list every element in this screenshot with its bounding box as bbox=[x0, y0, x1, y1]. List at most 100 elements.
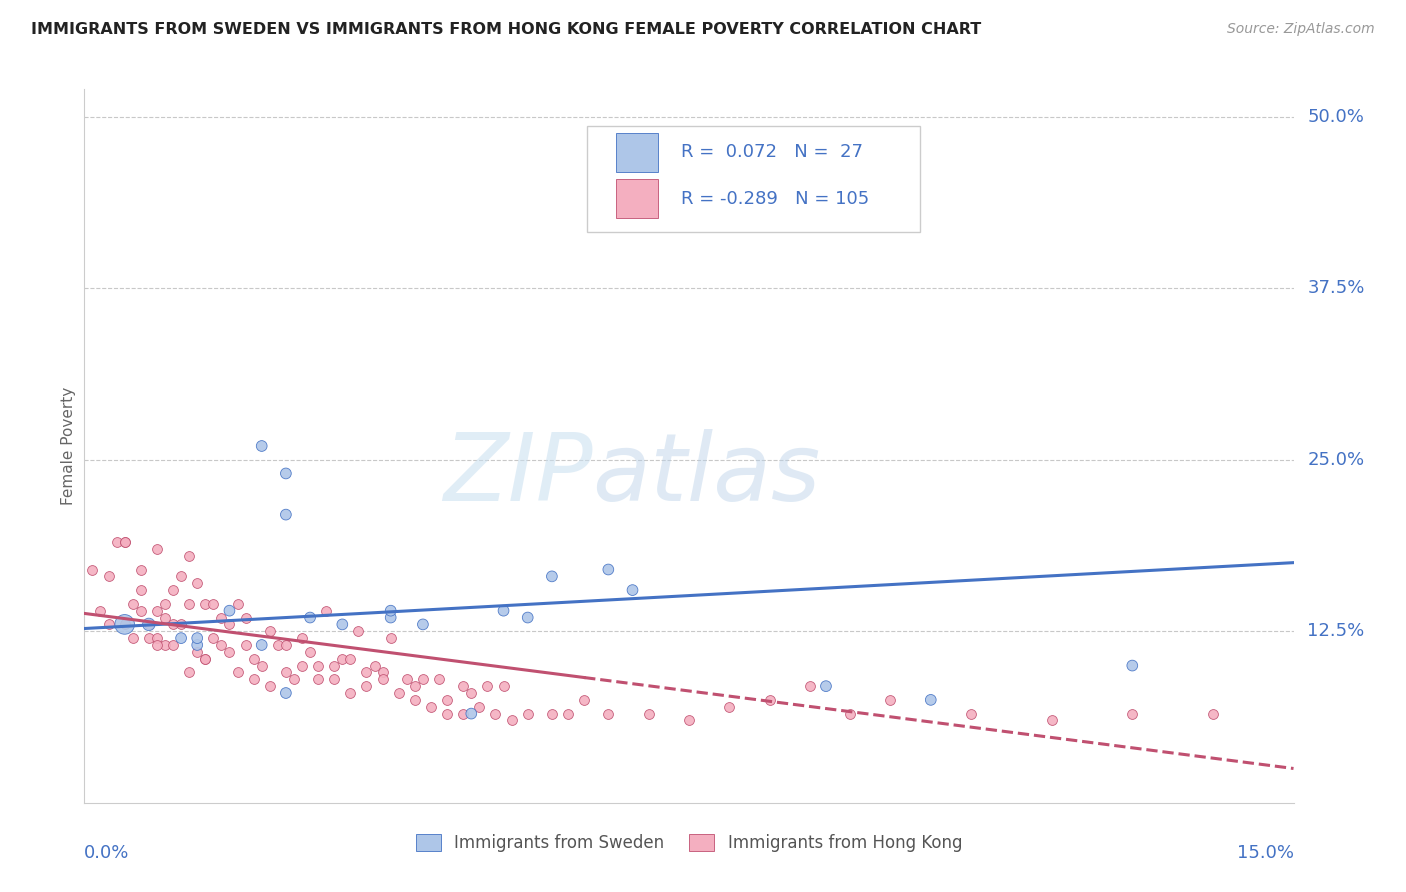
Point bbox=[186, 631, 208, 645]
Point bbox=[146, 541, 169, 556]
Text: Source: ZipAtlas.com: Source: ZipAtlas.com bbox=[1227, 22, 1375, 37]
Point bbox=[250, 638, 273, 652]
Point bbox=[146, 638, 169, 652]
Point bbox=[129, 583, 152, 598]
Point bbox=[572, 693, 595, 707]
Point bbox=[105, 535, 128, 549]
Point bbox=[291, 658, 314, 673]
Point bbox=[395, 673, 418, 687]
Point bbox=[186, 645, 208, 659]
Point bbox=[516, 706, 538, 721]
Point bbox=[380, 610, 402, 624]
Point bbox=[170, 617, 193, 632]
Point bbox=[323, 673, 346, 687]
Text: atlas: atlas bbox=[592, 429, 821, 520]
Point bbox=[412, 673, 434, 687]
Point bbox=[194, 651, 217, 665]
Point bbox=[404, 693, 426, 707]
Point bbox=[541, 706, 564, 721]
Point bbox=[637, 706, 659, 721]
Point bbox=[598, 562, 620, 576]
Point bbox=[226, 665, 249, 680]
Point bbox=[274, 508, 297, 522]
Point bbox=[114, 535, 136, 549]
Point bbox=[299, 610, 322, 624]
Point bbox=[250, 658, 273, 673]
Point bbox=[259, 624, 281, 639]
Point bbox=[170, 569, 193, 583]
Point bbox=[1202, 706, 1225, 721]
Point bbox=[477, 679, 499, 693]
Point bbox=[162, 638, 184, 652]
Point bbox=[960, 706, 983, 721]
Point bbox=[89, 604, 111, 618]
Point bbox=[138, 631, 160, 645]
Point bbox=[307, 673, 329, 687]
Point bbox=[250, 439, 273, 453]
Text: 25.0%: 25.0% bbox=[1308, 450, 1365, 468]
Point bbox=[291, 631, 314, 645]
Point bbox=[82, 562, 104, 576]
Point bbox=[153, 638, 176, 652]
Point bbox=[339, 686, 361, 700]
Point bbox=[557, 706, 579, 721]
Point bbox=[186, 576, 208, 591]
Point bbox=[412, 617, 434, 632]
Point bbox=[678, 714, 700, 728]
Point bbox=[436, 706, 458, 721]
Text: IMMIGRANTS FROM SWEDEN VS IMMIGRANTS FROM HONG KONG FEMALE POVERTY CORRELATION C: IMMIGRANTS FROM SWEDEN VS IMMIGRANTS FRO… bbox=[31, 22, 981, 37]
Point bbox=[179, 549, 201, 563]
Point bbox=[153, 610, 176, 624]
Point bbox=[678, 137, 700, 152]
Point bbox=[129, 562, 152, 576]
Point bbox=[371, 673, 394, 687]
Point bbox=[235, 610, 257, 624]
Point bbox=[218, 617, 240, 632]
Point bbox=[621, 583, 644, 598]
Point bbox=[347, 624, 370, 639]
Point bbox=[209, 610, 232, 624]
Legend: Immigrants from Sweden, Immigrants from Hong Kong: Immigrants from Sweden, Immigrants from … bbox=[409, 827, 969, 859]
Point bbox=[363, 658, 385, 673]
Point bbox=[1040, 714, 1063, 728]
Point bbox=[839, 706, 862, 721]
Point bbox=[283, 673, 305, 687]
Point bbox=[146, 631, 169, 645]
Point bbox=[170, 631, 193, 645]
Point bbox=[97, 569, 120, 583]
Point bbox=[371, 665, 394, 680]
Point bbox=[307, 658, 329, 673]
Point bbox=[468, 699, 491, 714]
Point bbox=[380, 604, 402, 618]
Point bbox=[356, 679, 378, 693]
Point bbox=[427, 673, 450, 687]
Point bbox=[388, 686, 411, 700]
Point bbox=[97, 617, 120, 632]
Point bbox=[162, 617, 184, 632]
Point bbox=[799, 679, 821, 693]
Point bbox=[315, 604, 337, 618]
Point bbox=[138, 617, 160, 632]
Point bbox=[380, 631, 402, 645]
Point bbox=[242, 673, 264, 687]
Point bbox=[129, 604, 152, 618]
Point bbox=[162, 583, 184, 598]
Point bbox=[492, 679, 515, 693]
Point bbox=[516, 610, 538, 624]
Text: ZIP: ZIP bbox=[443, 429, 592, 520]
Text: 50.0%: 50.0% bbox=[1308, 108, 1364, 126]
Point bbox=[114, 535, 136, 549]
Point bbox=[598, 706, 620, 721]
Point bbox=[1121, 706, 1143, 721]
Point bbox=[138, 617, 160, 632]
Point bbox=[179, 665, 201, 680]
Point bbox=[121, 631, 143, 645]
Point bbox=[436, 693, 458, 707]
Point bbox=[259, 679, 281, 693]
Point bbox=[404, 679, 426, 693]
Text: 37.5%: 37.5% bbox=[1308, 279, 1365, 297]
Point bbox=[460, 686, 482, 700]
Point bbox=[114, 617, 136, 632]
Point bbox=[356, 665, 378, 680]
Y-axis label: Female Poverty: Female Poverty bbox=[60, 387, 76, 505]
